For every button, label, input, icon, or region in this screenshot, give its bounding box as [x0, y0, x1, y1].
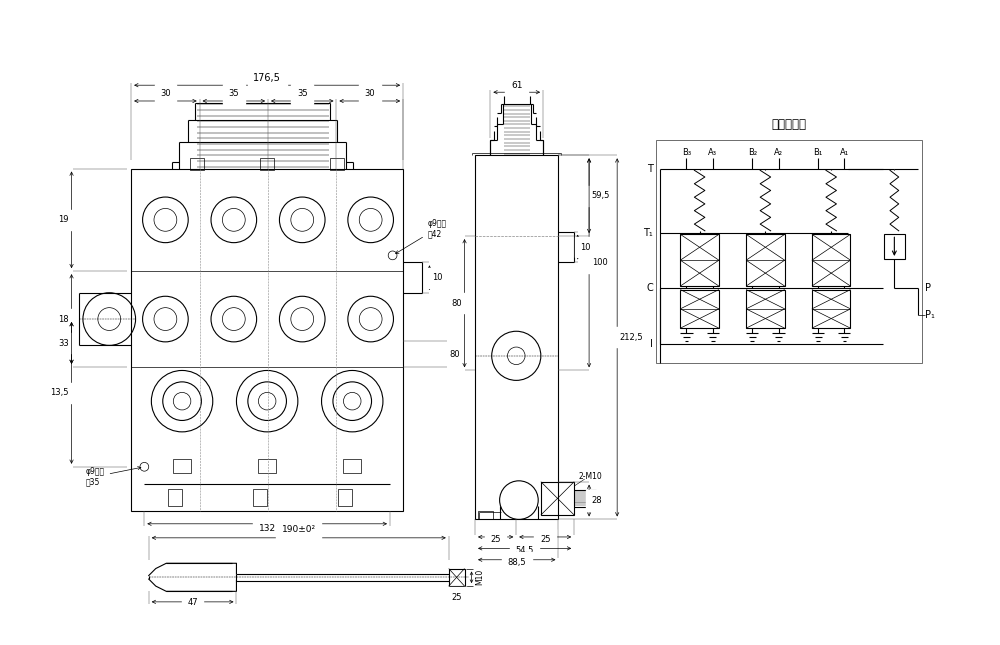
Bar: [884, 234, 905, 259]
Text: 100: 100: [592, 259, 607, 267]
Text: A₁: A₁: [840, 148, 849, 157]
Bar: [330, 158, 344, 170]
Text: 47: 47: [187, 598, 198, 607]
Bar: [131, 168, 403, 511]
Text: 19: 19: [58, 215, 69, 224]
Bar: [449, 568, 465, 586]
Text: 25: 25: [540, 535, 550, 544]
Text: 30: 30: [160, 90, 171, 98]
Bar: [253, 489, 267, 506]
Bar: [475, 155, 558, 519]
Text: P: P: [925, 283, 931, 293]
Text: 液压原理图: 液压原理图: [772, 118, 807, 131]
Text: 28: 28: [592, 496, 602, 505]
Text: 10: 10: [580, 243, 591, 252]
Text: T₁: T₁: [643, 228, 653, 237]
Text: 13,5: 13,5: [50, 388, 69, 397]
Text: 61: 61: [511, 81, 522, 90]
Bar: [190, 158, 204, 170]
Text: 80: 80: [450, 350, 460, 359]
Text: A₂: A₂: [774, 148, 783, 157]
Text: 33: 33: [58, 339, 69, 348]
Text: φ9盲孔
深42: φ9盲孔 深42: [396, 219, 447, 253]
Text: 30: 30: [364, 90, 375, 98]
Text: 35: 35: [297, 90, 308, 98]
Text: 59,5: 59,5: [592, 191, 610, 200]
Bar: [746, 234, 785, 286]
Text: 176,5: 176,5: [253, 73, 281, 83]
Bar: [168, 489, 182, 506]
Text: 10: 10: [432, 273, 443, 283]
Bar: [680, 234, 719, 286]
Bar: [478, 511, 493, 519]
Bar: [343, 459, 361, 473]
Text: 19: 19: [58, 0, 69, 2]
Text: 25: 25: [490, 535, 501, 544]
Text: M10: M10: [475, 569, 484, 586]
Bar: [541, 482, 574, 515]
Text: A₃: A₃: [708, 148, 717, 157]
Bar: [258, 459, 276, 473]
Text: 88,5: 88,5: [507, 558, 526, 567]
Text: 25: 25: [451, 593, 462, 602]
Text: T: T: [647, 164, 653, 174]
Bar: [746, 290, 785, 328]
Bar: [656, 141, 922, 363]
Bar: [260, 158, 274, 170]
Bar: [173, 459, 191, 473]
Text: 132: 132: [259, 524, 276, 533]
Text: 54,5: 54,5: [515, 546, 534, 555]
Bar: [338, 489, 352, 506]
Text: B₁: B₁: [813, 148, 823, 157]
Text: B₂: B₂: [748, 148, 757, 157]
Text: 35: 35: [229, 90, 239, 98]
Text: C: C: [646, 283, 653, 293]
Text: I: I: [650, 339, 653, 349]
Text: P₁: P₁: [925, 310, 935, 320]
Bar: [812, 234, 850, 286]
Text: 80: 80: [451, 299, 462, 308]
Text: 190±0²: 190±0²: [282, 525, 316, 534]
Bar: [680, 290, 719, 328]
Text: B₃: B₃: [682, 148, 691, 157]
Bar: [812, 290, 850, 328]
Text: 18: 18: [58, 315, 69, 324]
Text: φ9盲孔
深35: φ9盲孔 深35: [86, 466, 141, 486]
Text: 212,5: 212,5: [620, 333, 643, 342]
Text: 2-M10: 2-M10: [579, 472, 602, 481]
